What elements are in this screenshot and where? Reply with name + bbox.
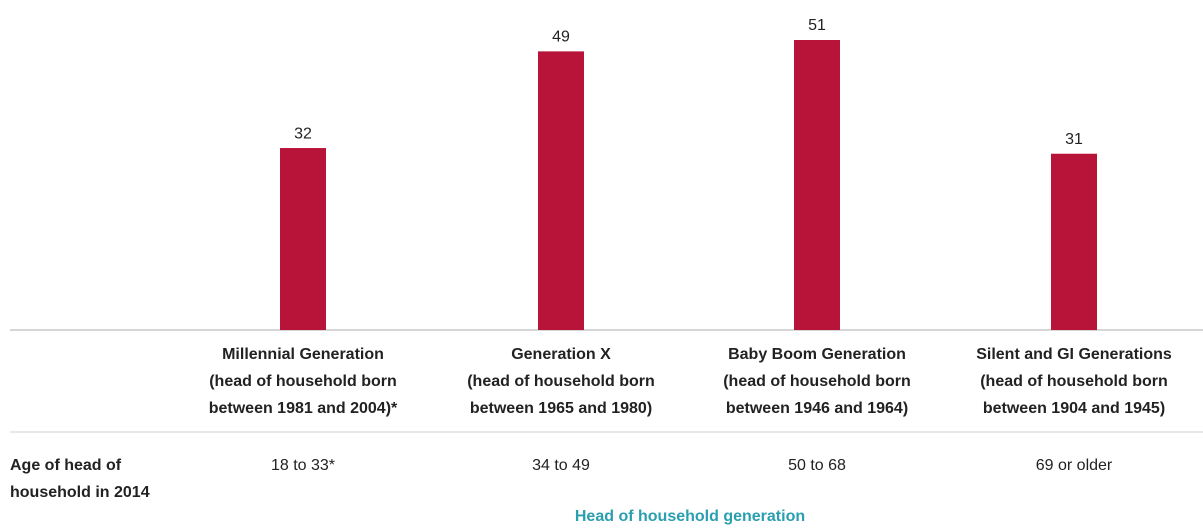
age-label: 34 to 49 xyxy=(532,457,590,474)
bar xyxy=(1051,153,1097,330)
x-tick-label: between 1981 and 2004)* xyxy=(209,400,398,417)
x-tick-label: (head of household born xyxy=(980,373,1168,390)
bar xyxy=(794,40,840,330)
row-label: Age of head of xyxy=(10,457,122,474)
x-tick-label: (head of household born xyxy=(209,373,397,390)
bar xyxy=(280,148,326,330)
data-label: 49 xyxy=(552,29,570,46)
x-tick-label: (head of household born xyxy=(723,373,911,390)
x-tick-label: between 1904 and 1945) xyxy=(983,400,1165,417)
data-label: 32 xyxy=(294,125,312,142)
age-label: 50 to 68 xyxy=(788,457,846,474)
x-tick-label: between 1965 and 1980) xyxy=(470,400,652,417)
age-label: 18 to 33* xyxy=(271,457,335,474)
x-tick-label: Silent and GI Generations xyxy=(976,346,1172,363)
x-tick-label: Generation X xyxy=(511,346,611,363)
row-label: household in 2014 xyxy=(10,484,150,501)
x-axis-title: Head of household generation xyxy=(575,508,805,525)
x-tick-label: between 1946 and 1964) xyxy=(726,400,908,417)
x-tick-label: (head of household born xyxy=(467,373,655,390)
data-label: 51 xyxy=(808,17,826,34)
data-label: 31 xyxy=(1065,131,1083,148)
bar xyxy=(538,51,584,330)
age-label: 69 or older xyxy=(1036,457,1113,474)
x-tick-label: Baby Boom Generation xyxy=(728,346,906,363)
x-tick-label: Millennial Generation xyxy=(222,346,384,363)
